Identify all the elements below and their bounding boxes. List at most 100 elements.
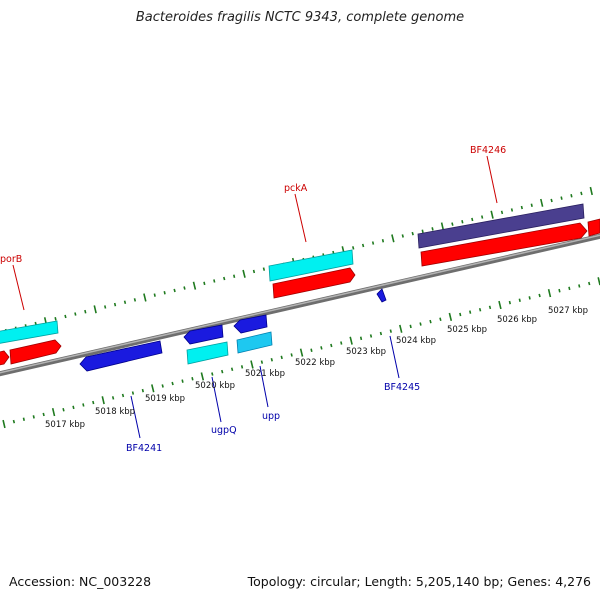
genome-backbone [0,233,600,377]
label-leaders [12,155,498,439]
feature-cyan-pckA[interactable] [268,249,354,282]
upper-tick-mark [560,196,563,200]
lower-tick-mark [299,348,304,357]
lower-tick-mark [211,372,214,376]
lower-tick-mark [22,417,25,421]
feature-red-left-edge[interactable] [0,350,10,366]
lower-tick-mark [349,336,353,345]
lower-tick-mark [310,348,313,352]
genome-backbone-highlight [0,234,600,374]
tick-label-5017: 5017 kbp [45,420,85,430]
lower-tick-mark [101,396,105,405]
lower-tick-mark [240,365,244,369]
feature-red-pckA[interactable] [272,267,356,299]
feature-cyan-left[interactable] [0,320,59,344]
feature-blue-upp[interactable] [233,314,268,334]
lower-tick-mark [478,308,482,312]
feature-blue-BF4241[interactable] [79,340,163,372]
upper-tick-mark [93,305,97,314]
upper-tick-mark [173,288,176,293]
lower-tick-mark [488,305,492,310]
leader-BF4245 [389,335,400,379]
label-BF4245[interactable]: BF4245 [384,382,420,393]
upper-tick-mark [183,286,186,290]
lower-tick-mark [558,288,561,293]
upper-tick-mark [461,220,464,224]
tick-label-5021: 5021 kbp [245,369,285,379]
lower-tick-mark [82,403,85,407]
upper-tick-mark [203,281,206,286]
upper-tick-mark [391,234,395,243]
upper-tick-mark [580,191,583,196]
upper-tick-mark [163,291,166,295]
upper-tick-mark [371,241,375,245]
lower-tick-mark [538,293,541,298]
forward-strand-features [0,203,600,366]
label-porB[interactable]: porB [0,254,22,265]
tick-label-5018: 5018 kbp [95,407,135,417]
tick-label-5026: 5026 kbp [497,315,537,325]
lower-tick-mark [379,331,383,336]
lower-tick-mark [191,377,194,381]
genome-summary-text: Topology: circular; Length: 5,205,140 bp… [247,574,591,589]
upper-tick-row [4,186,593,333]
lower-tick-mark [92,400,95,405]
feature-purple-BF4246[interactable] [417,203,585,249]
lower-tick-mark [578,284,581,288]
lower-tick-mark [399,324,403,333]
upper-tick-mark [540,198,544,207]
feature-red-BF4246[interactable] [420,222,588,267]
upper-tick-mark [361,243,365,248]
lower-tick-mark [439,317,442,321]
upper-tick-mark [223,276,226,281]
lower-tick-mark [250,360,254,369]
upper-tick-mark [471,217,474,222]
leader-porB [12,264,25,311]
upper-tick-mark [421,229,424,233]
upper-tick-mark [401,234,404,238]
lower-tick-mark [508,300,511,305]
upper-tick-mark [84,309,87,314]
feature-blue-ugpQ[interactable] [183,324,224,345]
lower-tick-mark [161,384,164,388]
feature-cyan-ugpQ[interactable] [186,341,229,365]
label-BF4241[interactable]: BF4241 [126,443,162,454]
lower-tick-mark [528,296,531,300]
lower-tick-mark [290,353,293,357]
feature-red-right-edge[interactable] [587,218,600,237]
upper-tick-mark [490,210,494,219]
upper-tick-mark [550,198,553,203]
lower-tick-mark [369,334,373,338]
lower-tick-mark [151,384,155,393]
lower-tick-mark [459,312,462,317]
label-upp[interactable]: upp [262,411,280,422]
lower-tick-mark [270,358,273,362]
upper-tick-mark [352,246,355,250]
lower-tick-mark [498,300,502,310]
upper-tick-mark [262,267,266,271]
leader-pckA [294,193,307,243]
lower-tick-mark [260,360,264,364]
upper-tick-mark [242,269,246,278]
lower-tick-mark [518,298,521,302]
lower-tick-mark [32,415,35,419]
lower-tick-mark [51,408,56,417]
lower-tick-mark [131,391,135,395]
upper-tick-mark [153,293,156,297]
feature-blue-BF4245[interactable] [376,288,387,303]
tick-label-5027: 5027 kbp [548,306,588,316]
upper-tick-mark [500,210,504,215]
label-BF4246[interactable]: BF4246 [470,145,506,156]
lower-tick-mark [111,396,115,400]
lower-tick-row [2,277,600,429]
upper-tick-mark [192,281,197,290]
feature-lightblue-upp[interactable] [236,331,273,354]
lower-tick-mark [547,289,552,298]
upper-tick-mark [54,317,57,321]
label-ugpQ[interactable]: ugpQ [211,425,237,436]
label-pckA[interactable]: pckA [284,183,308,194]
upper-tick-mark [252,269,256,274]
feature-red-left[interactable] [9,339,62,365]
tick-label-5022: 5022 kbp [295,358,335,368]
